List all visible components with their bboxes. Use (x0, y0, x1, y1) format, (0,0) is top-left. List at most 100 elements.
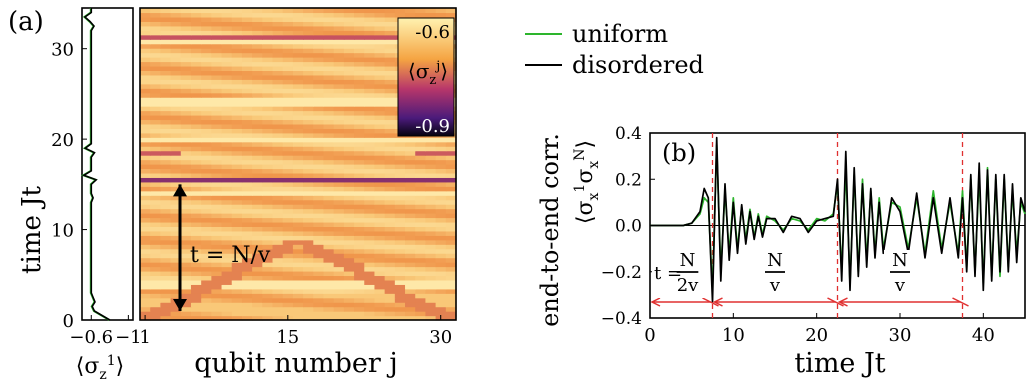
heatmap-cell (354, 164, 365, 170)
heatmap-cell (140, 311, 151, 317)
heatmap-cell (241, 315, 253, 321)
heatmap-cell (303, 79, 314, 85)
heatmap-cell (384, 128, 396, 134)
heatmap-cell (252, 146, 263, 152)
heatmap-cell (221, 79, 233, 85)
heatmap-cell (262, 270, 274, 277)
heatmap-cell (445, 208, 457, 214)
heatmap-cell (211, 8, 223, 14)
heatmap-cell (292, 79, 304, 85)
heatmap-cell (343, 208, 355, 214)
heatmap-cell (201, 248, 212, 254)
heatmap-cell (160, 48, 172, 54)
heatmap-cell (333, 34, 345, 40)
heatmap-cell (394, 190, 406, 196)
heatmap-cell (323, 204, 335, 210)
heatmap-cell (323, 150, 335, 156)
heatmap-cell (394, 12, 406, 18)
heatmap-cell (241, 132, 253, 138)
heatmap-cell (201, 159, 212, 165)
heatmap-cell (231, 65, 243, 71)
heatmap-cell (374, 88, 386, 94)
heatmap-cell (374, 293, 386, 299)
heatmap-cell (445, 275, 457, 281)
heatmap-cell (150, 186, 161, 192)
heatmap-cell (272, 257, 284, 263)
heatmap-cell (282, 177, 294, 183)
heatmap-cell (374, 30, 386, 36)
heatmap-cell (160, 190, 172, 196)
heatmap-cell (282, 52, 294, 58)
b-ytick-label: 0.4 (615, 124, 642, 144)
heatmap-cell (323, 253, 335, 259)
heatmap-cell (282, 208, 294, 214)
heatmap-cell (445, 239, 457, 245)
heatmap-cell (252, 92, 263, 98)
heatmap-cell (180, 275, 192, 281)
heatmap-cell (292, 106, 304, 112)
heatmap-cell (272, 195, 284, 201)
heatmap-cell (333, 199, 345, 205)
heatmap-cell (384, 311, 396, 317)
heatmap-cell (405, 159, 416, 165)
heatmap-cell (262, 235, 274, 241)
heatmap-cell (313, 190, 325, 196)
heatmap-cell (384, 208, 396, 214)
heatmap-cell (180, 266, 192, 272)
heatmap-cell (354, 97, 365, 103)
heatmap-cell (384, 257, 396, 263)
heatmap-cell (272, 199, 284, 205)
heatmap-cell (303, 12, 314, 18)
heatmap-cell (190, 195, 202, 201)
heatmap-cell (241, 65, 253, 71)
heatmap-cell (231, 293, 243, 299)
heatmap-cell (180, 168, 192, 174)
heatmap-cell (292, 213, 304, 219)
heatmap-cell (272, 288, 284, 294)
heatmap-cell (150, 70, 161, 76)
heatmap-cell (303, 57, 314, 63)
heatmap-cell (262, 195, 274, 201)
heatmap-cell (140, 190, 151, 196)
heatmap-cell (150, 217, 161, 223)
heatmap-cell (394, 208, 406, 214)
heatmap-cell (241, 83, 253, 89)
heatmap-cell (201, 235, 212, 241)
heatmap-cell (241, 270, 253, 277)
heatmap-cell (354, 8, 365, 14)
heatmap-cell (292, 52, 304, 58)
heatmap-cell (303, 221, 314, 227)
heatmap-cell (231, 164, 243, 170)
heatmap-cell (241, 257, 253, 263)
heatmap-cell (384, 88, 396, 94)
heatmap-cell (252, 159, 263, 165)
heatmap-cell (323, 293, 335, 299)
heatmap-cell (221, 288, 233, 294)
heatmap-cell (241, 30, 253, 36)
heatmap-cell (323, 172, 335, 178)
heatmap-cell (241, 199, 253, 205)
heatmap-cell (415, 270, 427, 277)
heatmap-cell (221, 204, 233, 210)
heatmap-cell (180, 79, 192, 85)
heatmap-cell (190, 266, 202, 272)
heatmap-cell (333, 141, 345, 147)
heatmap-cell (292, 97, 304, 103)
heatmap-cell (282, 83, 294, 89)
heatmap-cell (364, 25, 376, 31)
heatmap-cell (333, 288, 345, 294)
heatmap-cell (262, 128, 274, 134)
heatmap-cell (313, 288, 325, 294)
heatmap-cell (150, 306, 161, 312)
heatmap-cell (190, 123, 202, 129)
heatmap-cell (262, 110, 274, 116)
heatmap-cell (354, 266, 365, 272)
heatmap-cell (180, 39, 192, 45)
heatmap-cell (435, 168, 447, 174)
heatmap-cell (354, 30, 365, 36)
heatmap-cell (354, 123, 365, 129)
heatmap-cell (435, 302, 447, 308)
heatmap-cell (221, 132, 233, 138)
heatmap-cell (201, 204, 212, 210)
heatmap-cell (313, 266, 325, 272)
